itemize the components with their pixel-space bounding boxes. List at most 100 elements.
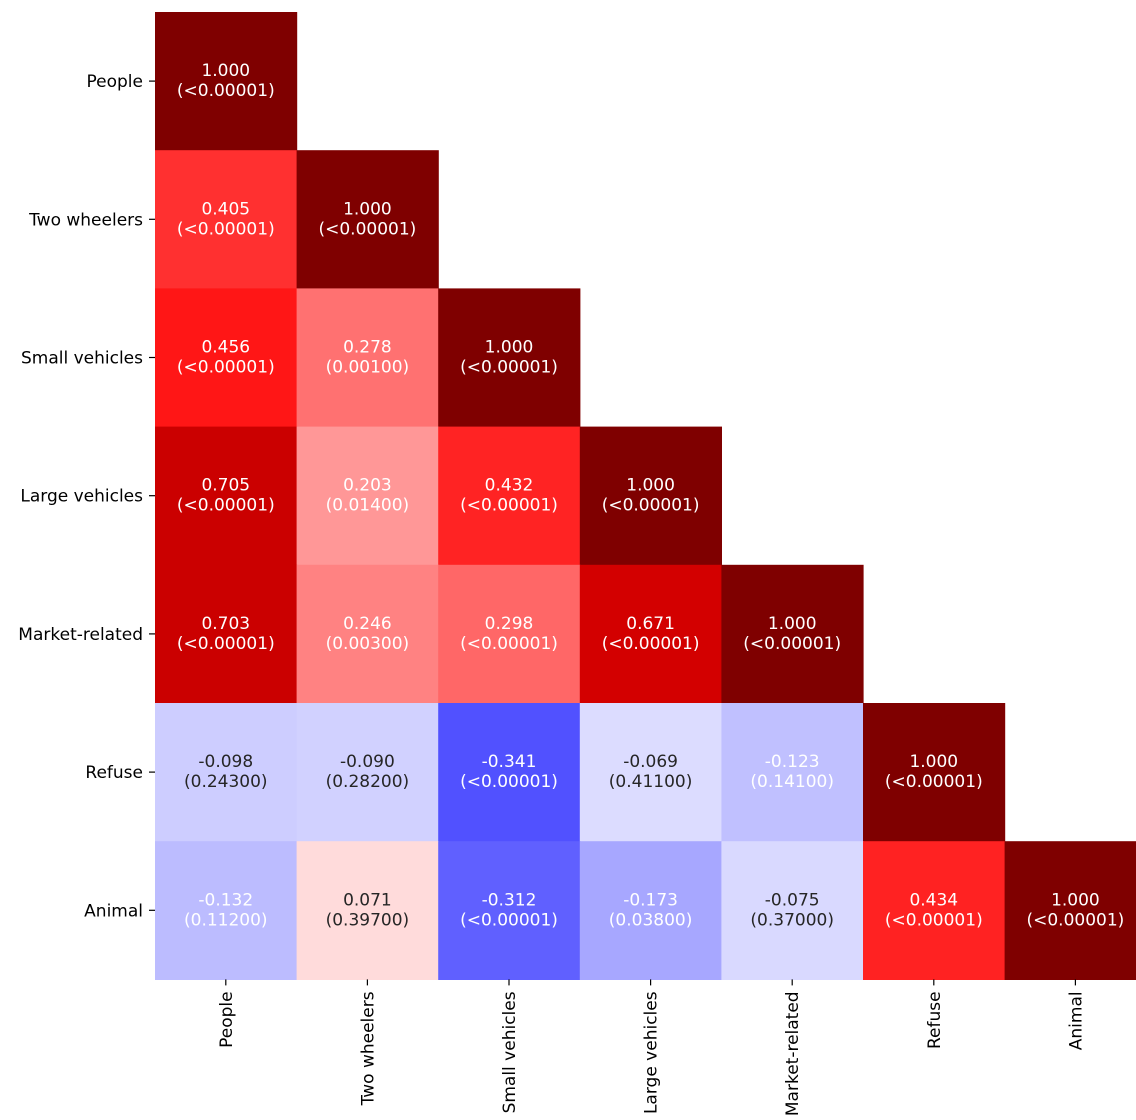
- cell-value-label: 0.671: [626, 614, 675, 634]
- cell-value-label: -0.069: [623, 752, 678, 772]
- cell-p-value-label: (<0.00001): [602, 496, 700, 516]
- cell-value-label: -0.098: [198, 752, 253, 772]
- cell-value-label: 1.000: [768, 614, 817, 634]
- cell-p-value-label: (<0.00001): [743, 634, 841, 654]
- cell-p-value-label: (0.11200): [184, 910, 268, 930]
- cell-p-value-label: (0.24300): [184, 772, 268, 792]
- x-tick-label: Small vehicles: [500, 991, 520, 1113]
- cell-value-label: -0.341: [482, 752, 537, 772]
- cell-p-value-label: (<0.00001): [177, 81, 275, 101]
- cell-value-label: 0.246: [343, 614, 392, 634]
- y-tick-label: Refuse: [85, 763, 143, 783]
- heatmap-cell-animal-people: [155, 841, 298, 980]
- cell-p-value-label: (<0.00001): [177, 219, 275, 239]
- heatmap-cell-refuse-small-vehicles: [438, 703, 581, 842]
- cell-p-value-label: (<0.00001): [460, 634, 558, 654]
- cell-value-label: 0.298: [485, 614, 534, 634]
- cell-p-value-label: (<0.00001): [318, 219, 416, 239]
- cell-p-value-label: (<0.00001): [885, 910, 983, 930]
- cell-p-value-label: (<0.00001): [460, 772, 558, 792]
- heatmap-cell-refuse-market-related: [721, 703, 864, 842]
- heatmap-cell-market-related-people: [155, 564, 298, 704]
- heatmap-cell-animal-large-vehicles: [579, 841, 722, 980]
- cell-value-label: 1.000: [626, 476, 675, 496]
- cell-value-label: -0.075: [765, 890, 820, 910]
- heatmap-cell-small-vehicles-two-wheelers: [296, 288, 439, 428]
- heatmap-cell-animal-small-vehicles: [438, 841, 581, 980]
- heatmap-cell-refuse-two-wheelers: [296, 703, 439, 842]
- cell-p-value-label: (<0.00001): [177, 358, 275, 378]
- x-tick-label: Refuse: [925, 991, 945, 1049]
- heatmap-cell-small-vehicles-people: [155, 288, 298, 428]
- cell-value-label: 0.703: [201, 614, 250, 634]
- heatmap-cells: 1.000(<0.00001)0.405(<0.00001)1.000(<0.0…: [155, 12, 1136, 980]
- x-tick-label: Two wheelers: [358, 991, 378, 1106]
- cell-p-value-label: (0.01400): [326, 496, 410, 516]
- cell-value-label: 0.405: [201, 199, 250, 219]
- heatmap-cell-people-people: [155, 12, 298, 151]
- cell-value-label: -0.312: [482, 890, 537, 910]
- cell-value-label: -0.123: [765, 752, 820, 772]
- y-tick-label: People: [87, 72, 143, 92]
- cell-p-value-label: (<0.00001): [460, 358, 558, 378]
- cell-p-value-label: (0.28200): [326, 772, 410, 792]
- cell-value-label: 1.000: [485, 338, 534, 358]
- y-tick-label: Market-related: [18, 625, 143, 645]
- cell-value-label: 0.705: [201, 476, 250, 496]
- cell-p-value-label: (0.14100): [750, 772, 834, 792]
- cell-value-label: -0.090: [340, 752, 395, 772]
- cell-value-label: -0.173: [623, 890, 678, 910]
- heatmap-cell-large-vehicles-large-vehicles: [579, 426, 722, 566]
- cell-p-value-label: (0.03800): [609, 910, 693, 930]
- heatmap-cell-small-vehicles-small-vehicles: [438, 288, 581, 428]
- heatmap-cell-market-related-market-related: [721, 564, 864, 704]
- x-tick-label: Large vehicles: [642, 991, 662, 1114]
- y-tick-label: Two wheelers: [28, 210, 143, 230]
- heatmap-cell-refuse-people: [155, 703, 298, 842]
- y-tick-label: Large vehicles: [20, 487, 143, 507]
- cell-value-label: 1.000: [201, 61, 250, 81]
- cell-value-label: 0.456: [201, 338, 250, 358]
- x-tick-label: People: [217, 991, 237, 1047]
- cell-p-value-label: (<0.00001): [602, 634, 700, 654]
- heatmap-cell-large-vehicles-two-wheelers: [296, 426, 439, 566]
- cell-value-label: 0.278: [343, 338, 392, 358]
- cell-p-value-label: (0.39700): [326, 910, 410, 930]
- cell-value-label: -0.132: [198, 890, 253, 910]
- cell-p-value-label: (0.00100): [326, 358, 410, 378]
- heatmap-cell-large-vehicles-small-vehicles: [438, 426, 581, 566]
- cell-p-value-label: (<0.00001): [460, 496, 558, 516]
- cell-p-value-label: (0.00300): [326, 634, 410, 654]
- cell-value-label: 1.000: [343, 199, 392, 219]
- x-tick-label: Market-related: [783, 991, 803, 1116]
- heatmap-cell-animal-market-related: [721, 841, 864, 980]
- heatmap-cell-refuse-refuse: [863, 703, 1006, 842]
- x-tick-label: Animal: [1066, 991, 1086, 1050]
- heatmap-cell-refuse-large-vehicles: [579, 703, 722, 842]
- heatmap-cell-market-related-two-wheelers: [296, 564, 439, 704]
- cell-value-label: 0.071: [343, 890, 392, 910]
- cell-p-value-label: (<0.00001): [177, 496, 275, 516]
- cell-p-value-label: (0.37000): [750, 910, 834, 930]
- cell-value-label: 0.434: [909, 890, 958, 910]
- heatmap-cell-market-related-small-vehicles: [438, 564, 581, 704]
- x-axis: People Two wheelers Small vehicles Large ve…: [217, 979, 1086, 1116]
- y-tick-label: Animal: [84, 901, 143, 921]
- cell-value-label: 1.000: [909, 752, 958, 772]
- cell-value-label: 0.203: [343, 476, 392, 496]
- heatmap-cell-animal-two-wheelers: [296, 841, 439, 980]
- heatmap-cell-two-wheelers-people: [155, 150, 298, 289]
- y-axis: People Two wheelers Small vehicles Large ve…: [18, 72, 155, 921]
- cell-p-value-label: (<0.00001): [1026, 910, 1124, 930]
- cell-p-value-label: (<0.00001): [885, 772, 983, 792]
- y-tick-label: Small vehicles: [21, 349, 143, 369]
- cell-value-label: 1.000: [1051, 890, 1100, 910]
- heatmap-cell-large-vehicles-people: [155, 426, 298, 566]
- heatmap-cell-animal-animal: [1004, 841, 1136, 980]
- cell-p-value-label: (<0.00001): [460, 910, 558, 930]
- heatmap-cell-animal-refuse: [863, 841, 1006, 980]
- cell-p-value-label: (<0.00001): [177, 634, 275, 654]
- heatmap-cell-market-related-large-vehicles: [579, 564, 722, 704]
- cell-value-label: 0.432: [485, 476, 534, 496]
